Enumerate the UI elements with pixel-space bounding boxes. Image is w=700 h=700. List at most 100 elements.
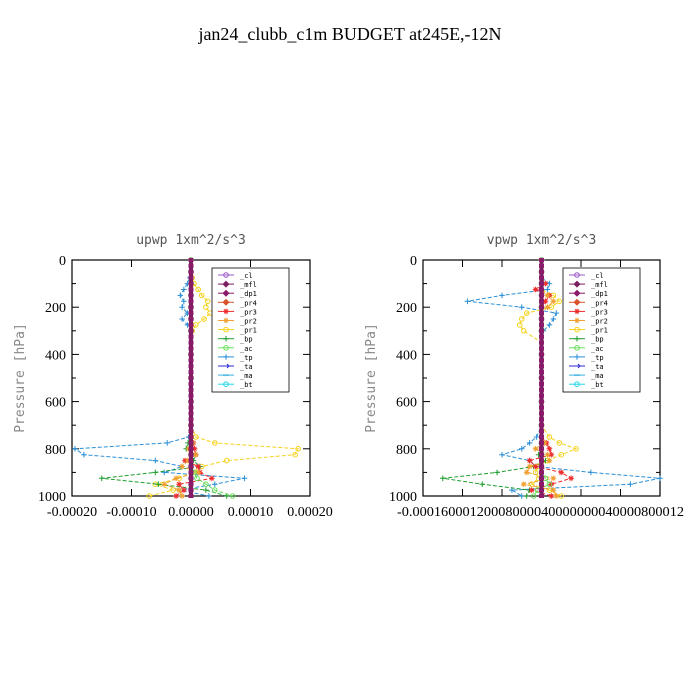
zero-profile-marker: [188, 328, 194, 333]
data-point: [550, 298, 557, 305]
legend-swatch-marker: [223, 308, 229, 315]
legend-item: _bp: [569, 336, 604, 344]
zero-profile-marker: [188, 322, 194, 327]
zero-profile-marker: [539, 258, 544, 262]
data-point: [223, 457, 230, 464]
legend-swatch-marker: [223, 363, 230, 369]
zero-profile-marker: [188, 346, 194, 351]
data-point: [544, 451, 551, 458]
zero-profile-marker: [539, 358, 544, 363]
data-point: [203, 304, 209, 311]
zero-profile-marker: [188, 305, 194, 310]
data-point: [201, 316, 207, 322]
data-point: [520, 328, 527, 334]
zero-profile-marker: [539, 340, 544, 345]
zero-profile-marker: [188, 458, 194, 463]
legend-label: _ta: [240, 363, 253, 371]
data-point: [295, 446, 301, 452]
panel-vpwp: vpwp 1xm^2/s^3 Pressure [hPa] 0 200 400 600 80…: [364, 233, 684, 520]
legend-item: _ma: [569, 372, 604, 380]
legend-item: _ac: [569, 345, 604, 353]
zero-profile-marker: [539, 399, 544, 404]
data-point: [173, 493, 179, 499]
legend-label: _tp: [591, 354, 604, 362]
data-point: [526, 440, 533, 446]
zero-profile-marker: [539, 269, 544, 274]
legend-label: _pr1: [591, 327, 608, 335]
legend-item: _pr3: [569, 308, 608, 316]
legend-label: _bp: [591, 336, 604, 344]
legend-item: _bt: [569, 381, 604, 389]
legend-swatch-marker: [574, 308, 580, 315]
y-tick-label: 400: [45, 348, 66, 363]
data-point: [185, 457, 191, 464]
legend-swatch-marker: [223, 317, 229, 324]
zero-profile-marker: [539, 429, 544, 434]
zero-profile-marker: [188, 470, 194, 475]
zero-profile-marker: [188, 423, 194, 428]
data-point: [548, 451, 555, 458]
data-point: [494, 469, 500, 476]
zero-profile-marker: [188, 269, 194, 274]
legend-label: _mfl: [240, 281, 257, 289]
data-point: [176, 487, 182, 493]
data-point: [212, 487, 218, 493]
data-point: [523, 469, 530, 476]
legend-label: _pr4: [240, 299, 257, 307]
legend-swatch-marker: [223, 326, 229, 333]
y-tick-label: 0: [410, 254, 417, 269]
legend-swatch-marker: [574, 335, 580, 342]
data-point: [439, 475, 446, 482]
data-point: [573, 446, 579, 452]
zero-profile-marker: [539, 476, 544, 481]
zero-profile-marker: [539, 435, 544, 439]
data-point: [516, 322, 523, 328]
legend-swatch-marker: [223, 354, 229, 360]
legend-swatch-marker: [574, 354, 580, 360]
x-tick-label: 0.00000: [168, 505, 214, 520]
data-point: [542, 280, 549, 287]
zero-profile-marker: [188, 411, 194, 416]
zero-profile-marker: [539, 417, 544, 422]
legend-label: _mfl: [591, 281, 608, 289]
zero-profile-marker: [539, 411, 544, 416]
data-point: [553, 493, 560, 499]
y-tick-label: 1000: [389, 490, 417, 505]
zero-profile-marker: [188, 435, 194, 439]
legend-item: _ta: [569, 363, 604, 371]
legend-item: _tp: [569, 354, 604, 362]
legend-swatch-marker: [574, 363, 581, 369]
legend-swatch-marker: [223, 335, 229, 342]
data-point: [550, 487, 557, 493]
zero-profile-marker: [188, 293, 194, 298]
zero-profile-marker: [539, 352, 544, 357]
zero-profile-marker: [188, 482, 194, 487]
data-point: [520, 481, 527, 487]
legend-swatch-marker: [573, 298, 581, 306]
data-point: [209, 475, 215, 482]
legend-label: _dp1: [591, 290, 608, 298]
data-point: [523, 493, 530, 499]
data-point: [518, 304, 525, 310]
legend-swatch-marker: [223, 272, 229, 278]
data-point: [518, 316, 525, 322]
zero-profile-marker: [539, 370, 544, 375]
legend-swatch-marker: [223, 345, 229, 351]
data-point: [181, 487, 187, 493]
figure-title: jan24_clubb_c1m BUDGET at245E,-12N: [197, 24, 501, 44]
data-point: [528, 487, 535, 493]
x-tick-label: 0.00010: [228, 505, 274, 520]
data-point: [195, 469, 201, 476]
x-tick-labels-overlapping: -0.0001600012000800004000000004000080001…: [397, 505, 684, 520]
zero-profile-marker: [188, 494, 194, 498]
zero-profile-marker: [539, 488, 544, 493]
series-line: [528, 260, 573, 497]
legend-swatch-marker: [222, 289, 230, 297]
zero-profile-marker: [188, 352, 194, 357]
legend-label: _dp1: [240, 290, 257, 298]
data-point: [161, 481, 168, 487]
zero-profile-marker: [539, 334, 544, 339]
legend-item: _pr4: [569, 298, 608, 307]
data-point: [203, 481, 209, 488]
